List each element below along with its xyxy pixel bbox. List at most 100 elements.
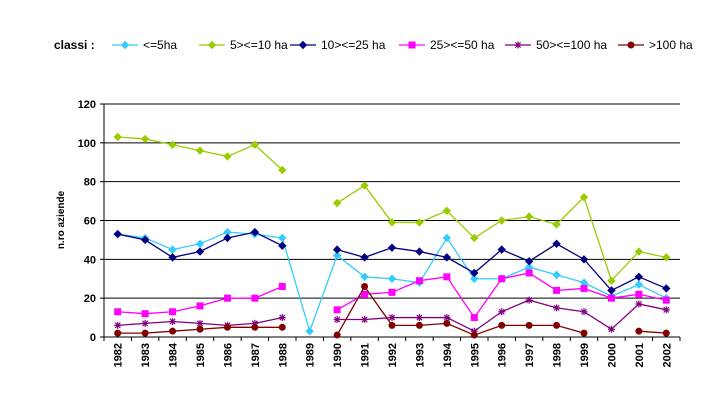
x-tick-labels: 1982 1983 1984 1985 1986 1987 1988 1989 1990 1991… (113, 342, 674, 367)
data-point (579, 255, 589, 264)
legend-swatch (112, 40, 138, 50)
series-5 (114, 296, 670, 335)
data-point (361, 316, 369, 324)
x-tick-label: 1998 (552, 343, 564, 367)
data-point (387, 243, 397, 252)
x-tick-label: 1985 (195, 343, 207, 367)
data-point (634, 280, 644, 289)
x-tick-label: 1997 (524, 343, 536, 367)
data-point (525, 269, 533, 277)
data-point (579, 192, 589, 202)
data-point (635, 327, 643, 335)
data-point (443, 319, 451, 327)
x-tick-label: 1983 (140, 343, 152, 367)
legend-title: classi : (54, 38, 95, 52)
data-point (415, 314, 423, 322)
legend-swatch (618, 41, 644, 49)
data-point (552, 220, 561, 229)
data-point (662, 296, 670, 304)
data-point (141, 329, 149, 337)
data-point (470, 233, 479, 243)
data-point (196, 325, 204, 333)
data-point (360, 181, 369, 190)
data-point (360, 253, 369, 262)
data-point (223, 323, 231, 331)
data-point (634, 272, 644, 282)
data-point (333, 331, 341, 339)
x-tick-label: 2002 (661, 343, 673, 367)
data-point (470, 268, 479, 278)
data-point (305, 326, 314, 336)
data-point (333, 306, 341, 314)
gridlines (104, 103, 680, 299)
data-point (140, 235, 150, 245)
data-point (553, 304, 561, 312)
x-tick-label: 1987 (250, 343, 262, 367)
data-point (278, 283, 286, 291)
data-point (498, 308, 506, 316)
data-point (332, 251, 342, 260)
data-point (169, 308, 177, 316)
series-2 (113, 132, 671, 285)
x-tick-label: 1984 (168, 342, 180, 367)
y-tick-label: 80 (84, 177, 96, 189)
data-point (113, 229, 122, 239)
x-tick-label: 1991 (360, 343, 372, 367)
data-point (168, 245, 177, 254)
data-point (141, 310, 149, 318)
data-point (662, 329, 670, 337)
data-point (278, 323, 286, 331)
data-point (580, 284, 588, 292)
data-point (223, 152, 232, 161)
y-tick-label: 60 (84, 216, 96, 228)
data-point (443, 273, 451, 281)
legend-label: <=5ha (143, 38, 178, 52)
x-tick-label: 1990 (332, 343, 344, 367)
series-6 (114, 283, 670, 339)
x-tick-label: 2001 (634, 343, 646, 367)
legend-swatch (505, 41, 531, 49)
series-4 (114, 269, 670, 322)
data-point (195, 247, 205, 256)
x-tick-label: 1982 (113, 343, 125, 367)
x-tick-label: 1996 (497, 343, 509, 367)
legend-label: 25><=50 ha (430, 38, 495, 52)
data-point (223, 233, 232, 243)
data-point (388, 321, 396, 329)
data-point (388, 288, 396, 296)
data-point (552, 239, 561, 249)
y-tick-label: 20 (84, 293, 96, 305)
data-point (387, 274, 397, 283)
data-point (278, 165, 287, 175)
data-point (250, 140, 260, 149)
x-tick-label: 1994 (442, 342, 454, 367)
data-point (388, 314, 396, 322)
legend-label: 10><=25 ha (321, 38, 386, 52)
data-point (662, 306, 670, 314)
data-point (196, 302, 204, 310)
data-point (415, 321, 423, 329)
data-point (251, 323, 259, 331)
data-point (332, 198, 342, 208)
data-point (580, 329, 588, 337)
data-point (361, 290, 369, 298)
x-tick-label: 1995 (469, 343, 481, 367)
data-point (607, 276, 616, 285)
data-point (251, 294, 259, 302)
data-point (442, 253, 452, 262)
legend-swatch (199, 40, 225, 50)
data-point (607, 325, 615, 333)
data-point (113, 132, 122, 142)
series-layer (113, 132, 671, 339)
data-point (607, 294, 615, 302)
data-point (415, 218, 424, 227)
data-point (470, 314, 478, 322)
data-point (278, 314, 286, 322)
data-point (497, 245, 506, 254)
data-point (169, 327, 177, 335)
data-point (442, 233, 452, 243)
legend-label: >100 ha (649, 38, 693, 52)
data-point (634, 247, 644, 256)
data-point (525, 296, 533, 304)
